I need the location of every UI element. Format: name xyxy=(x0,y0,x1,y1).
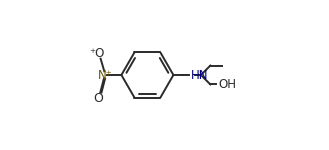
Text: OH: OH xyxy=(218,78,237,91)
Text: ⁺O: ⁺O xyxy=(89,47,105,60)
Text: O: O xyxy=(93,92,103,105)
Text: N⁺: N⁺ xyxy=(98,69,113,81)
Text: HN: HN xyxy=(191,69,209,81)
